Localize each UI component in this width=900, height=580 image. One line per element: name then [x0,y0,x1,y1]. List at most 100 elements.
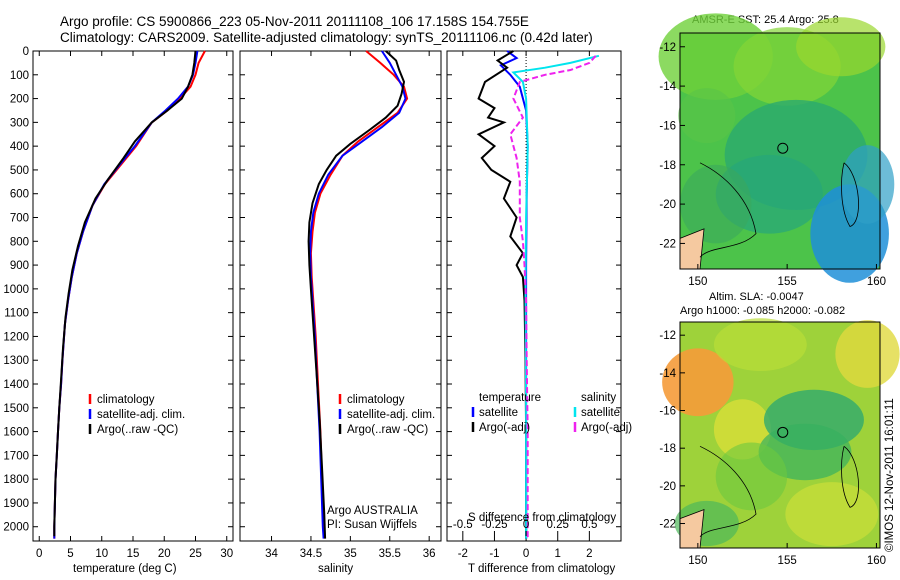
y-tick-label: 500 [10,165,29,177]
legend-label: Argo(-adj) [581,422,632,434]
x-tick-label: 34.5 [300,548,322,560]
y-tick-label: 2000 [3,522,29,534]
map-field-patch [835,320,900,388]
y-tick-label: 1600 [3,427,29,439]
sla-map-title-2: Argo h1000: -0.085 h2000: -0.082 [680,305,846,317]
y-tick-label: 1800 [3,474,29,486]
temperature-xlabel: temperature (deg C) [73,563,177,575]
x2-tick-label: -0.25 [481,519,507,531]
reef-contour [699,445,757,537]
x2-tick-label: 0 [523,519,529,531]
map-field-patch [796,17,886,77]
series-line-argo-raw-qc- [53,50,197,537]
plot-frame [239,50,442,542]
s-difference-label: S difference from climatology [468,512,617,524]
x-tick-label: 155 [778,276,797,288]
x-tick-label: 155 [778,555,797,567]
x2-tick-label: 0.5 [581,519,597,531]
y-tick-label: -14 [659,81,676,93]
x-tick-label: -1 [489,548,499,560]
map-field-patch [680,164,752,244]
climatology-title: Climatology: CARS2009. Satellite-adjuste… [60,30,593,45]
imos-credit: ©IMOS 12-Nov-2011 16:01:11 [884,398,896,552]
x-tick-label: 150 [688,276,707,288]
y-tick-label: 1300 [3,355,29,367]
argo-location-marker [777,426,789,438]
argo-program-label: Argo AUSTRALIA [327,505,418,517]
y-tick-label: 1000 [3,284,29,296]
y-tick-label: 600 [10,189,29,201]
x2-tick-label: -0.5 [453,519,473,531]
x-tick-label: 30 [220,548,233,560]
x-tick-label: 15 [127,548,140,560]
map-frame [679,32,881,270]
y-tick-label: 200 [10,94,29,106]
legend-label: satellite [581,407,620,419]
x-tick-label: 35.5 [379,548,401,560]
x-tick-label: 34 [265,548,278,560]
y-tick-label: 1900 [3,498,29,510]
series-line-salinity-argo-adj- [509,55,597,539]
legend-label: Argo(..raw -QC) [97,424,178,436]
x-tick-label: 150 [688,555,707,567]
difference-xlabel: T difference from climatology [468,563,616,575]
legend-label: Argo(-adj) [479,422,530,434]
legend-label: satellite [479,407,518,419]
map-field-patch [715,442,788,511]
y-tick-label: 900 [10,260,29,272]
legend-label: climatology [347,394,405,406]
legend-label: satellite-adj. clim. [97,409,185,421]
legend-title-salinity: salinity [581,392,616,404]
y-tick-label: -22 [659,519,676,531]
map-field-patch [840,145,895,224]
x-tick-label: 2 [586,548,592,560]
y-tick-label: -16 [659,120,676,132]
sla-map-title-1: Altim. SLA: -0.0047 [709,291,804,303]
y-tick-label: 1400 [3,379,29,391]
salinity-chart: 34 34.5 35 35.5 36 climatology satellite-adj. … [239,50,442,560]
y-tick-label: -20 [659,481,676,493]
difference-chart: -2 -1 0 1 2 -0.5 -0.25 0 0.25 0.5 temperature salin… [446,50,632,560]
plot-frame [32,50,234,542]
y-tick-label: -12 [659,42,676,54]
temperature-chart: 0 5 10 15 20 25 300100200300400500600700800900… [3,46,234,560]
x2-tick-label: 0.25 [547,519,569,531]
map-frame [679,321,881,549]
x-tick-label: 35 [344,548,357,560]
x-tick-label: 0 [36,548,42,560]
series-line-argo-raw-qc- [307,50,406,539]
y-tick-label: 700 [10,213,29,225]
x-tick-label: 5 [67,548,73,560]
y-tick-label: -18 [659,443,676,455]
series-line-temperature-argo-adj- [476,50,528,539]
y-tick-label: 1700 [3,450,29,462]
map-field-patch [678,88,736,144]
x-tick-label: -2 [458,548,468,560]
legend-label: satellite-adj. clim. [347,409,435,421]
map-field-patch [713,318,807,371]
y-tick-label: 1100 [4,308,29,320]
salinity-xlabel: salinity [318,563,354,575]
y-tick-label: 1500 [3,403,29,415]
y-tick-label: 800 [10,236,29,248]
x-tick-label: 160 [867,276,886,288]
x-tick-label: 0 [523,548,529,560]
y-tick-label: -16 [659,406,676,418]
y-tick-label: 100 [10,70,29,82]
y-tick-label: 300 [10,117,29,129]
y-tick-label: 0 [23,46,29,58]
sla-map: 150 155 160 -12 -14 -16 -18 -20 -22 [659,318,900,567]
legend-label: climatology [97,394,155,406]
x-tick-label: 160 [867,555,886,567]
y-tick-label: -22 [659,238,676,250]
plot-frame [446,50,622,542]
y-tick-label: -14 [659,368,676,380]
x-tick-label: 10 [95,548,108,560]
sst-map: 150 155 160 -12 -14 -16 -18 -20 -22 [658,13,895,288]
y-tick-label: 400 [10,141,29,153]
y-tick-label: 1200 [3,331,29,343]
reef-contour [841,162,859,228]
legend-title-temperature: temperature [479,392,541,404]
y-tick-label: -18 [659,160,676,172]
pi-label: PI: Susan Wijffels [327,519,417,531]
